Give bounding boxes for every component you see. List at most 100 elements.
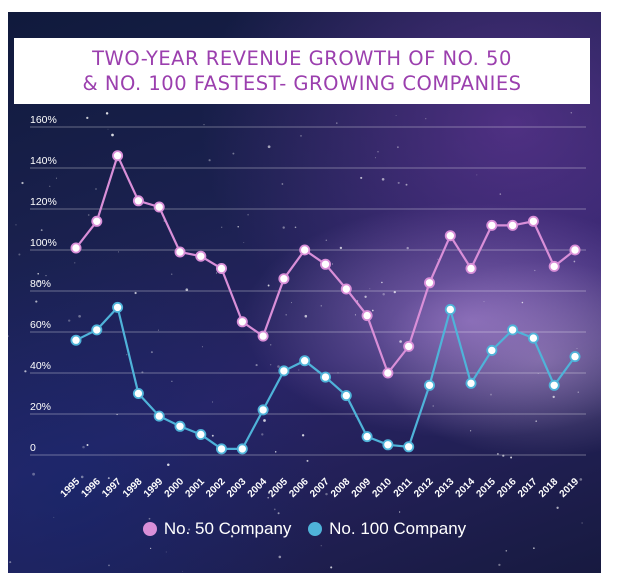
data-point [382,367,394,379]
star [291,302,292,304]
star [406,246,409,250]
star [393,290,396,294]
legend-label-no100: No. 100 Company [329,519,467,538]
star [339,246,343,250]
star [221,226,223,228]
star [510,456,513,459]
y-tick-label: 60% [30,319,51,331]
x-tick-label: 2018 [537,476,561,500]
star [382,293,385,296]
x-tick-label: 1999 [142,476,166,500]
star [282,226,285,229]
star [432,405,434,407]
star [9,561,12,564]
star [192,486,195,489]
star [381,177,385,181]
x-tick-label: 2001 [183,476,207,500]
data-point [507,219,519,231]
data-point [548,379,560,391]
data-point [132,387,144,399]
x-tick-label: 2006 [287,476,311,500]
star [505,550,508,552]
star [35,300,38,303]
y-tick-label: 100% [30,237,57,249]
star [470,430,472,432]
star [171,380,173,382]
star [374,157,376,159]
data-point [278,273,290,285]
star [369,288,371,290]
data-point [236,316,248,328]
series-points [70,150,581,455]
star [37,273,39,275]
star [116,413,118,416]
star [125,353,128,356]
x-tick-label: 2019 [558,476,582,500]
star [535,420,537,422]
data-point [486,219,498,231]
star [267,284,270,287]
star [157,329,159,331]
star [277,365,280,368]
star [105,112,109,115]
star [405,183,408,186]
star [533,547,535,549]
data-point [91,324,103,336]
star [95,188,97,190]
star [294,226,297,229]
star [230,535,234,538]
star [201,346,203,348]
star [216,272,218,274]
data-point [153,201,165,213]
data-point [319,258,331,270]
series-lines [75,152,576,450]
star [108,564,110,567]
star [499,193,502,195]
data-point [527,215,539,227]
star [285,314,287,316]
star [579,478,583,481]
star [552,395,555,399]
star [182,570,184,572]
data-point [215,443,227,455]
data-point [319,371,331,383]
data-point [403,441,415,453]
star [556,506,559,509]
star [150,351,153,354]
star [188,528,191,531]
star [398,511,401,513]
star [32,472,35,476]
star [267,496,270,499]
x-tick-label: 2003 [225,476,249,500]
star [377,150,379,153]
star [208,159,211,162]
star [87,214,90,216]
x-tick-label: 1998 [121,476,145,500]
star [170,273,173,275]
x-tick-label: 2007 [308,476,332,500]
y-tick-label: 160% [30,114,57,126]
x-tick-label: 2009 [350,476,374,500]
star [118,251,119,253]
star [581,522,583,524]
chart-title-line-1: TWO-YEAR REVENUE GROWTH OF NO. 50 [92,47,512,70]
star [502,454,505,457]
x-tick-label: 2002 [204,476,228,500]
star [298,369,300,371]
x-tick-label: 2014 [454,476,478,500]
star [397,181,400,184]
data-point [361,431,373,443]
star [203,124,205,126]
x-tick-label: 2016 [495,476,519,500]
y-tick-label: 140% [30,155,57,167]
star [331,263,333,265]
star [55,177,58,179]
star [247,213,249,216]
star [534,269,536,272]
data-point [257,330,269,342]
x-tick-label: 1997 [100,476,124,500]
star [107,128,109,130]
data-point [465,262,477,274]
star [18,253,21,256]
y-tick-label: 0 [30,442,36,454]
